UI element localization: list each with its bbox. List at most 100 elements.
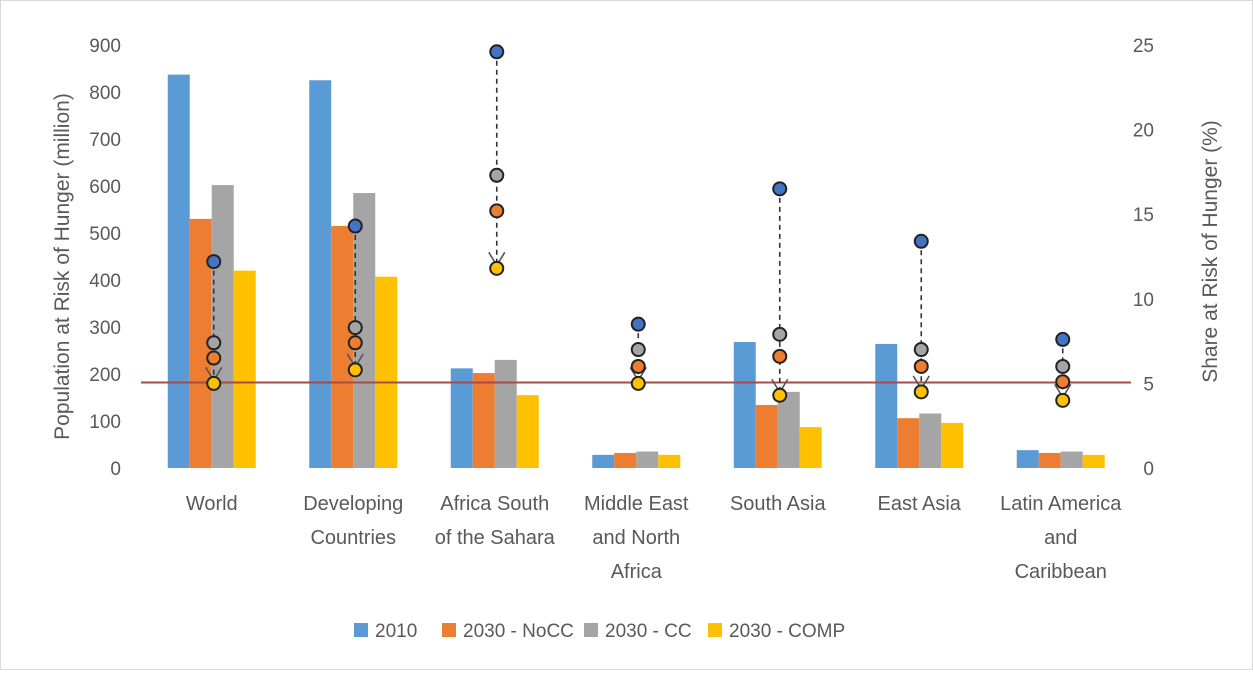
legend-label: 2010 xyxy=(375,621,417,642)
y-tick-label: 200 xyxy=(89,365,121,386)
bar-2030-nocc xyxy=(472,373,495,468)
share-marker-nocc xyxy=(1055,374,1071,390)
bar-2030-comp xyxy=(516,395,539,468)
category-label: Middle East xyxy=(584,493,689,515)
y-tick-label: 0 xyxy=(110,459,121,480)
y-tick-label: 300 xyxy=(89,318,121,339)
share-marker-nocc xyxy=(347,335,363,351)
category-label: East Asia xyxy=(878,493,962,515)
share-marker-comp xyxy=(913,384,929,400)
bar-2030-cc xyxy=(494,359,517,468)
bar-2030-comp xyxy=(375,276,398,468)
category-label: Caribbean xyxy=(1015,561,1107,583)
y2-tick-label: 25 xyxy=(1133,36,1154,57)
bar-2030-cc xyxy=(1060,451,1083,468)
y-tick-label: 400 xyxy=(89,271,121,292)
share-marker-cc xyxy=(206,335,222,351)
share-marker-2010 xyxy=(347,218,363,234)
share-marker-2010 xyxy=(913,233,929,249)
y-axis-title: Population at Risk of Hunger (million) xyxy=(51,93,74,440)
bar-2030-comp xyxy=(799,427,822,468)
category-label: Africa xyxy=(611,561,663,583)
bar-2030-nocc xyxy=(755,405,778,468)
share-marker-cc xyxy=(772,326,788,342)
bar-2030-nocc xyxy=(331,225,354,468)
bar-2010 xyxy=(450,368,473,468)
share-marker-nocc xyxy=(489,203,505,219)
bar-2030-comp xyxy=(233,270,256,468)
category-label: Countries xyxy=(310,527,396,549)
share-marker-comp xyxy=(347,362,363,378)
share-marker-nocc xyxy=(772,348,788,364)
share-markers-layer xyxy=(205,44,1072,408)
category-label: South Asia xyxy=(730,493,827,515)
y-tick-label: 800 xyxy=(89,83,121,104)
y-tick-label: 700 xyxy=(89,130,121,151)
share-marker-cc xyxy=(489,167,505,183)
y2-tick-label: 10 xyxy=(1133,290,1154,311)
bar-2010 xyxy=(167,74,190,469)
bar-2030-cc xyxy=(777,391,800,468)
bar-2030-cc xyxy=(211,185,234,468)
legend-swatch xyxy=(442,623,456,637)
legend-label: 2030 - NoCC xyxy=(463,621,574,642)
bar-2030-nocc xyxy=(1038,452,1061,468)
legend-swatch xyxy=(584,623,598,637)
legend-label: 2030 - CC xyxy=(605,621,692,642)
category-label: and North xyxy=(592,527,680,549)
y2-axis-title: Share at Risk of Hunger (%) xyxy=(1199,120,1222,383)
share-marker-cc xyxy=(1055,358,1071,374)
bars-layer xyxy=(167,74,1105,469)
share-marker-comp xyxy=(489,260,505,276)
share-marker-nocc xyxy=(913,358,929,374)
y-tick-label: 600 xyxy=(89,177,121,198)
bar-2030-comp xyxy=(658,454,681,468)
y2-tick-label: 20 xyxy=(1133,121,1154,142)
y-tick-label: 900 xyxy=(89,36,121,57)
share-marker-2010 xyxy=(630,316,646,332)
share-marker-comp xyxy=(206,375,222,391)
y-tick-label: 500 xyxy=(89,224,121,245)
category-label: World xyxy=(186,493,238,515)
category-label: Latin America xyxy=(1000,493,1122,515)
share-marker-nocc xyxy=(630,358,646,374)
share-marker-2010 xyxy=(206,254,222,270)
category-label: and xyxy=(1044,527,1077,549)
bar-2010 xyxy=(1016,450,1039,468)
bar-2010 xyxy=(309,80,332,468)
share-marker-comp xyxy=(630,375,646,391)
category-label: Africa South xyxy=(440,493,549,515)
bar-2030-cc xyxy=(353,193,376,469)
y-tick-label: 100 xyxy=(89,412,121,433)
share-marker-cc xyxy=(630,342,646,358)
bar-2010 xyxy=(592,454,615,468)
legend-label: 2030 - COMP xyxy=(729,621,845,642)
category-label: of the Sahara xyxy=(435,527,556,549)
share-marker-2010 xyxy=(489,44,505,60)
bar-2010 xyxy=(875,343,898,468)
bar-2030-nocc xyxy=(897,418,920,468)
axes-layer: 0 100 200 300 400 500 600 700 800 900 0 5 10 15 20 25 Po… xyxy=(51,36,1222,480)
share-marker-2010 xyxy=(1055,331,1071,347)
share-marker-cc xyxy=(913,342,929,358)
y2-tick-label: 5 xyxy=(1143,374,1154,395)
bar-2010 xyxy=(733,342,756,468)
share-marker-2010 xyxy=(772,181,788,197)
y2-tick-label: 15 xyxy=(1133,205,1154,226)
category-labels-layer: World Developing Countries Africa South of t… xyxy=(186,493,1122,583)
legend-swatch xyxy=(708,623,722,637)
share-marker-cc xyxy=(347,320,363,336)
bar-2030-cc xyxy=(919,413,942,468)
share-marker-comp xyxy=(1055,392,1071,408)
y2-tick-label: 0 xyxy=(1143,459,1154,480)
bar-2030-nocc xyxy=(614,452,637,468)
share-marker-comp xyxy=(772,387,788,403)
category-label: Developing xyxy=(303,493,403,515)
bar-2030-comp xyxy=(941,422,964,468)
bar-2030-nocc xyxy=(189,218,212,468)
legend-swatch xyxy=(354,623,368,637)
share-marker-nocc xyxy=(206,350,222,366)
bar-2030-cc xyxy=(636,451,659,468)
